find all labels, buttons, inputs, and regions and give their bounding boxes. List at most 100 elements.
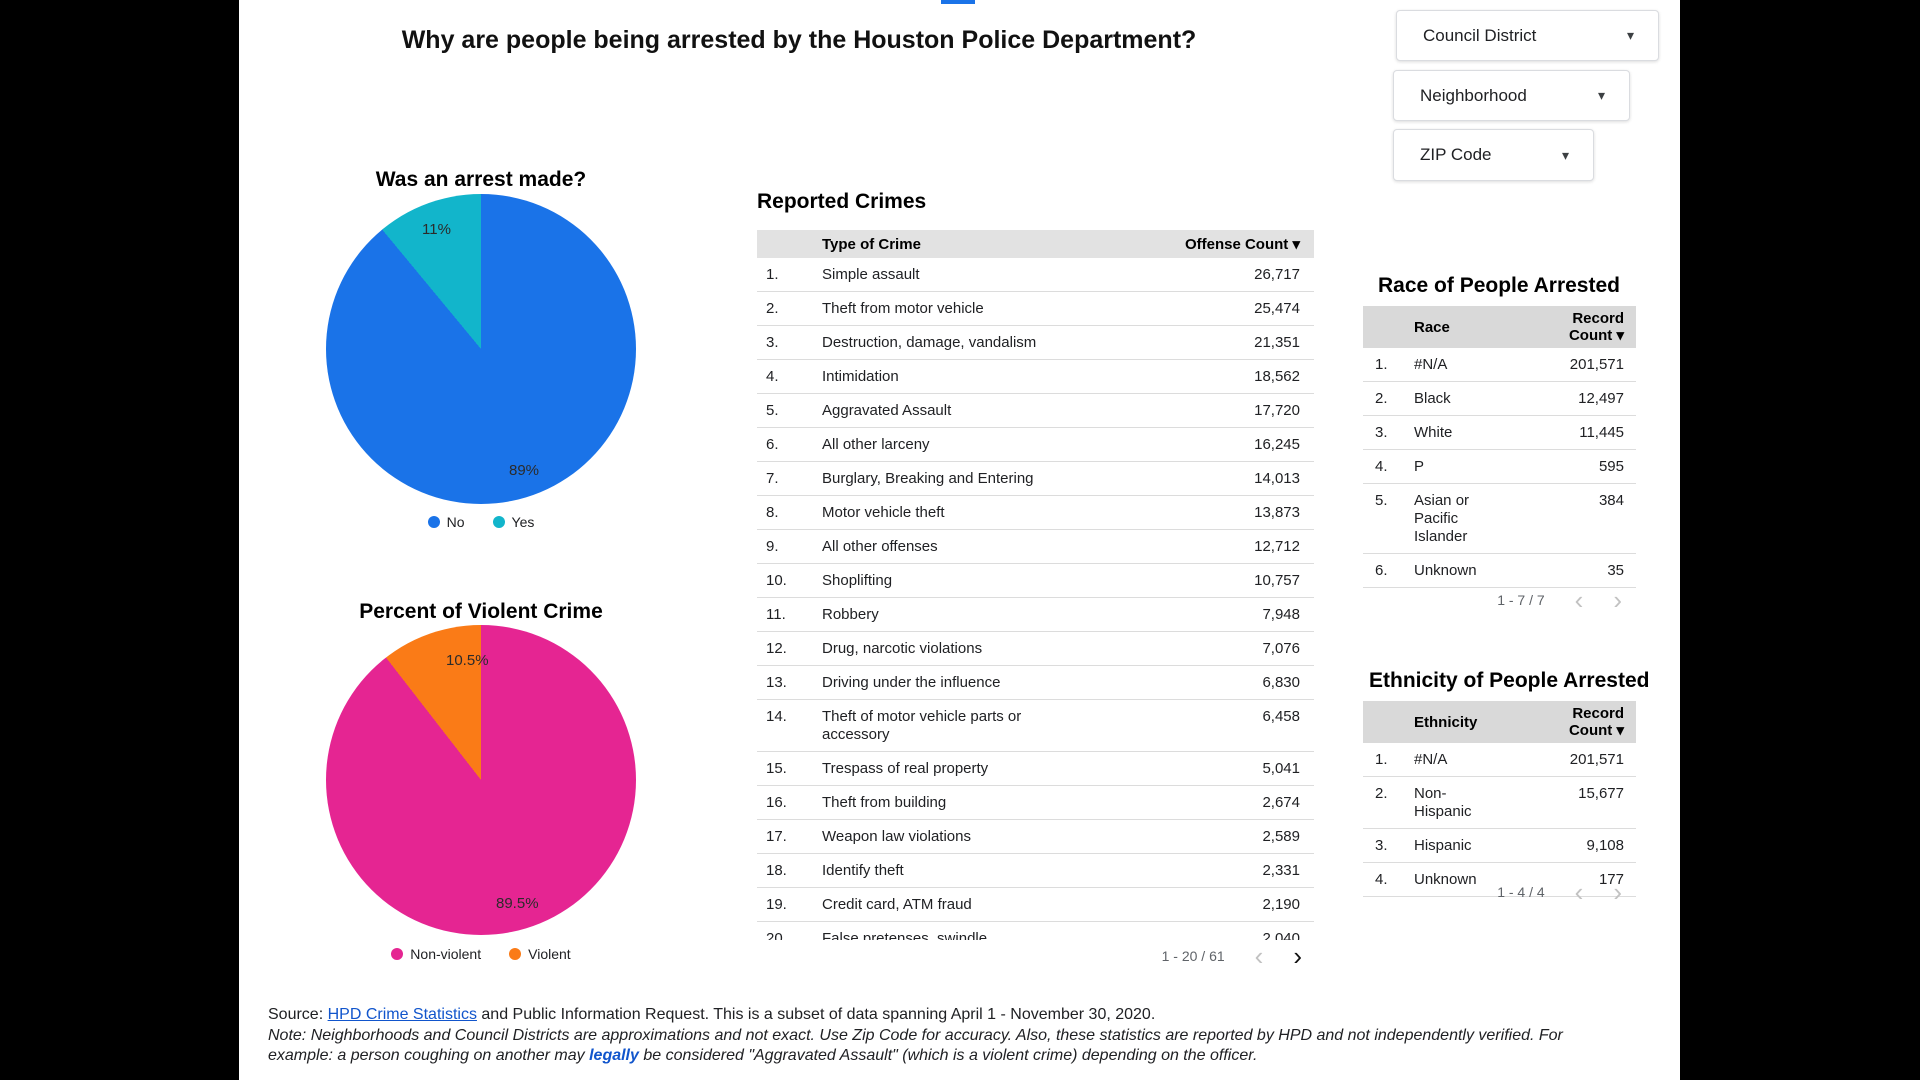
filter-zip-code[interactable]: ZIP Code ▾: [1393, 129, 1594, 181]
row-value: 12,712: [1254, 538, 1300, 555]
legend-item-nonviolent: Non-violent: [391, 946, 481, 962]
legend-label: Violent: [528, 946, 571, 962]
row-label: All other offenses: [822, 538, 938, 555]
table-row: 16. Theft from building 2,674: [757, 786, 1314, 820]
row-index: 3.: [766, 334, 779, 351]
row-index: 19.: [766, 896, 787, 913]
row-label: Robbery: [822, 606, 879, 623]
table-row: 11. Robbery 7,948: [757, 598, 1314, 632]
prev-page-icon[interactable]: ‹: [1574, 585, 1584, 615]
row-label: Black: [1414, 390, 1451, 407]
table-row: 5. Asian or Pacific Islander 384: [1363, 484, 1636, 554]
row-index: 6.: [766, 436, 779, 453]
row-value: 384: [1598, 492, 1624, 509]
sort-desc-icon: ▾: [1616, 722, 1624, 739]
row-value: 14,013: [1254, 470, 1300, 487]
row-index: 8.: [766, 504, 779, 521]
row-label: P: [1414, 458, 1425, 475]
row-label: Non-Hispanic: [1414, 785, 1472, 820]
slice-label-violent: 10.5%: [446, 652, 489, 669]
source-link[interactable]: HPD Crime Statistics: [327, 1006, 477, 1023]
prev-page-icon[interactable]: ‹: [1254, 941, 1264, 971]
reported-crimes-table: Type of Crime Offense Count ▾ 1. Simple …: [757, 230, 1314, 940]
row-label: Motor vehicle theft: [822, 504, 945, 521]
reported-crimes-pagination: 1 - 20 / 61 ‹ ›: [757, 941, 1314, 971]
violent-pie-title: Percent of Violent Crime: [359, 600, 603, 623]
row-label: Drug, narcotic violations: [822, 640, 983, 657]
row-index: 4.: [766, 368, 779, 385]
race-table-header: Race Record Count ▾: [1363, 306, 1636, 348]
row-index: 5.: [1375, 492, 1388, 509]
race-table-pagination: 1 - 7 / 7 ‹ ›: [1363, 585, 1636, 615]
legend-swatch-no: [427, 516, 440, 528]
ethnicity-table-header: Ethnicity Record Count ▾: [1363, 701, 1636, 743]
legally-link[interactable]: legally: [589, 1047, 639, 1064]
filter-neighborhood[interactable]: Neighborhood ▾: [1393, 70, 1630, 121]
dashboard: Why are people being arrested by the Hou…: [239, 0, 1680, 1080]
row-index: 10.: [766, 572, 787, 589]
row-value: 7,076: [1262, 640, 1300, 657]
table-row: 6. All other larceny 16,245: [757, 428, 1314, 462]
row-label: Identify theft: [822, 862, 904, 879]
table-row: 4. Unknown 177: [1363, 863, 1636, 897]
row-index: 4.: [1375, 458, 1388, 475]
page-title: Why are people being arrested by the Hou…: [401, 26, 1197, 54]
row-index: 13.: [766, 674, 787, 691]
table-row: 14. Theft of motor vehicle parts or acce…: [757, 700, 1314, 752]
row-index: 1.: [1375, 356, 1388, 373]
record-count-header[interactable]: Record Count ▾: [1568, 705, 1624, 739]
legend-item-violent: Violent: [509, 946, 571, 962]
row-label: Driving under the influence: [822, 674, 1001, 691]
row-index: 14.: [766, 708, 787, 725]
table-row: 2. Non-Hispanic 15,677: [1363, 777, 1636, 829]
page-range-label: 1 - 7 / 7: [1497, 592, 1545, 608]
row-label: White: [1414, 424, 1453, 441]
ethnicity-table: Ethnicity Record Count ▾ 1. #N/A 201,571…: [1363, 701, 1636, 897]
row-index: 16.: [766, 794, 787, 811]
row-value: 595: [1598, 458, 1624, 475]
prev-page-icon[interactable]: ‹: [1574, 877, 1584, 907]
table-row: 8. Motor vehicle theft 13,873: [757, 496, 1314, 530]
legend-item-no: No: [427, 514, 465, 530]
row-label: Theft of motor vehicle parts or accessor…: [822, 708, 1022, 743]
row-value: 18,562: [1254, 368, 1300, 385]
next-page-icon[interactable]: ›: [1613, 585, 1622, 615]
race-table-title: Race of People Arrested: [1378, 274, 1620, 297]
row-value: 2,190: [1262, 896, 1300, 913]
filter-label: Council District: [1423, 25, 1537, 45]
row-value: 35: [1607, 562, 1624, 579]
row-value: 10,757: [1254, 572, 1300, 589]
filter-label: Neighborhood: [1420, 85, 1527, 105]
filter-council-district[interactable]: Council District ▾: [1396, 10, 1659, 61]
row-index: 1.: [766, 266, 779, 283]
sort-desc-icon: ▾: [1616, 327, 1624, 344]
row-label: Aggravated Assault: [822, 402, 952, 419]
row-index: 2.: [1375, 785, 1388, 802]
ethnicity-table-pagination: 1 - 4 / 4 ‹ ›: [1363, 877, 1636, 907]
table-row: 17. Weapon law violations 2,589: [757, 820, 1314, 854]
next-page-icon[interactable]: ›: [1613, 877, 1622, 907]
row-value: 21,351: [1254, 334, 1300, 351]
row-index: 11.: [766, 606, 786, 623]
record-count-header[interactable]: Record Count ▾: [1568, 310, 1624, 344]
table-row: 3. Destruction, damage, vandalism 21,351: [757, 326, 1314, 360]
type-of-crime-header: Type of Crime: [822, 235, 921, 253]
slice-label-nonviolent: 89.5%: [496, 895, 539, 912]
row-value: 25,474: [1254, 300, 1300, 317]
next-page-icon[interactable]: ›: [1293, 941, 1302, 971]
row-label: Weapon law violations: [822, 828, 971, 845]
row-index: 1.: [1375, 751, 1388, 768]
ethnicity-table-body: 1. #N/A 201,571 2. Non-Hispanic 15,677 3…: [1363, 743, 1636, 897]
reported-crimes-header: Type of Crime Offense Count ▾: [757, 230, 1314, 258]
offense-count-header[interactable]: Offense Count ▾: [1184, 236, 1300, 253]
row-value: 201,571: [1569, 751, 1624, 768]
chevron-down-icon: ▾: [1597, 87, 1605, 103]
race-table-body: 1. #N/A 201,571 2. Black 12,497 3. White…: [1363, 348, 1636, 588]
row-label: #N/A: [1414, 751, 1448, 768]
table-row: 3. White 11,445: [1363, 416, 1636, 450]
violent-pie-legend: Non-violent Violent: [326, 946, 636, 962]
arrest-pie-chart[interactable]: 11% 89%: [326, 194, 636, 504]
violent-pie-chart[interactable]: 10.5% 89.5%: [326, 625, 636, 935]
chevron-down-icon: ▾: [1561, 146, 1569, 163]
